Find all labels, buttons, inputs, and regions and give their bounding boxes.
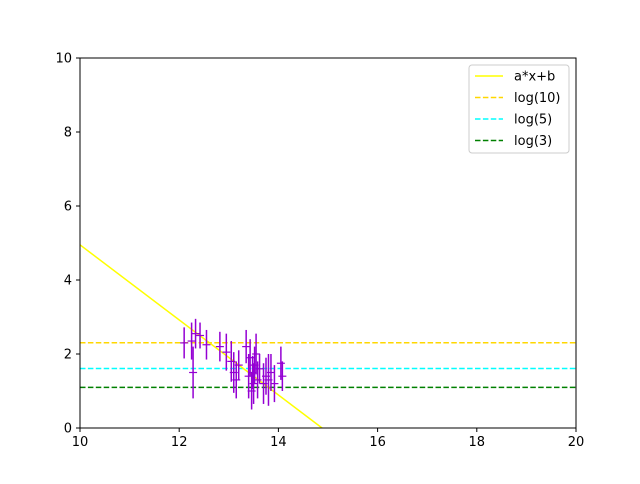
data-point (234, 350, 243, 380)
data-point (202, 329, 211, 360)
data-point (187, 322, 196, 360)
legend-label: log(10) (514, 91, 561, 106)
x-tick-label: 18 (469, 435, 486, 450)
data-point (189, 346, 198, 399)
y-tick-label: 8 (64, 126, 72, 141)
data-point (266, 354, 275, 391)
x-tick-label: 20 (568, 435, 585, 450)
legend-label: a*x+b (514, 70, 555, 85)
data-point (278, 361, 287, 391)
x-tick-label: 10 (72, 435, 89, 450)
data-point (196, 322, 205, 349)
y-tick-label: 2 (64, 348, 72, 363)
legend-box (468, 64, 570, 154)
axes-frame (79, 57, 577, 429)
data-point (222, 333, 231, 371)
x-tick-label: 14 (270, 435, 287, 450)
fit-line (80, 244, 323, 428)
data-point (255, 354, 264, 384)
data-point (252, 333, 261, 375)
legend-label: log(3) (514, 134, 552, 149)
y-tick-label: 6 (64, 200, 72, 215)
y-tick-label: 0 (64, 422, 72, 437)
data-point (180, 327, 189, 359)
y-tick-label: 10 (55, 52, 72, 67)
data-point (270, 365, 279, 403)
plot-area (80, 244, 576, 428)
data-point (191, 318, 200, 349)
data-point (215, 331, 224, 362)
axis-ticks: 10 12 14 16 18 20 0 2 4 6 8 10 (55, 52, 584, 451)
x-tick-label: 16 (369, 435, 386, 450)
data-point (276, 346, 285, 380)
legend: a*x+b log(10) log(5) log(3) (468, 64, 570, 154)
y-tick-label: 4 (64, 274, 72, 289)
data-point (249, 363, 258, 404)
x-tick-label: 12 (171, 435, 188, 450)
legend-label: log(5) (514, 113, 552, 128)
